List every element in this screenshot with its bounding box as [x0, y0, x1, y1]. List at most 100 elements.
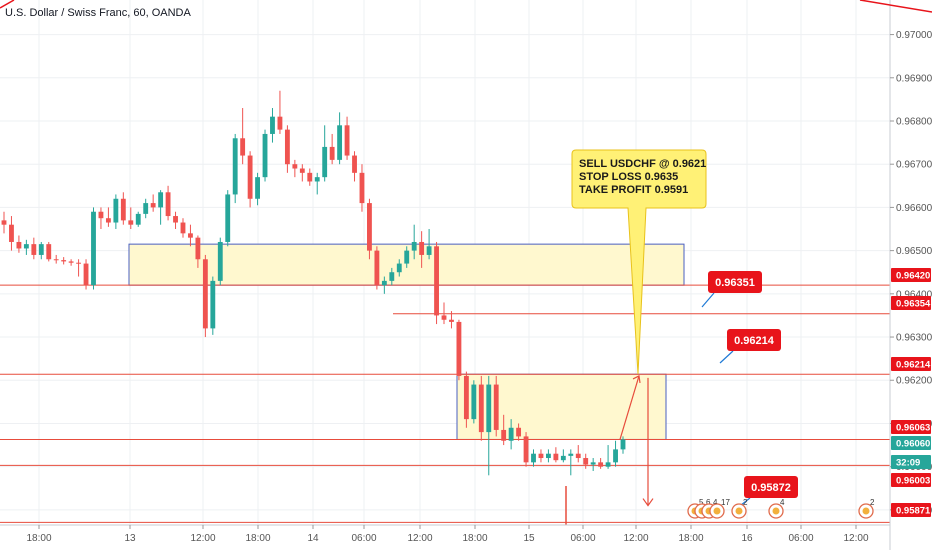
candle-body [247, 155, 253, 199]
candle-body [322, 146, 328, 178]
candle-body [23, 244, 29, 249]
y-tick-label: 0.96600 [896, 203, 932, 214]
candle-body [225, 194, 231, 242]
axis-price-label: 0.96214 [896, 360, 931, 371]
supply-demand-zone [456, 373, 667, 440]
candle-body [173, 216, 178, 223]
candle-body [583, 458, 589, 465]
y-tick-label: 0.96300 [896, 333, 932, 344]
event-count: 5 [699, 498, 704, 507]
axis-price-label-bg [891, 420, 931, 434]
event-markers: 5 6 4 17 2 4 2 [687, 498, 875, 519]
candle-body [568, 453, 574, 456]
candle-body [426, 246, 432, 255]
candle-body [307, 172, 313, 182]
axis-price-label: 0.96420 [896, 271, 930, 282]
candle-body [299, 168, 305, 173]
candle-body [531, 453, 536, 463]
candle-body [16, 241, 22, 249]
y-tick-label: 0.97000 [896, 30, 932, 41]
entry-arrow [619, 375, 640, 440]
candle-body [314, 177, 320, 182]
candle-body [501, 429, 507, 441]
event-count: 2 [870, 498, 875, 507]
candle-body [128, 220, 134, 225]
y-tick-label: 0.96400 [896, 289, 932, 300]
x-tick-label: 15 [523, 533, 535, 544]
candle-body [553, 453, 559, 461]
axis-price-label: 0.96060 [896, 439, 930, 450]
candle-body [150, 203, 156, 208]
candle-body [486, 384, 492, 433]
candle-body [396, 263, 402, 273]
axis-price-label-bg [891, 268, 931, 282]
axis-price-label-bg [891, 436, 931, 450]
candle-body [359, 172, 365, 204]
candle-body [329, 146, 335, 160]
candle-body [277, 116, 283, 130]
candle-body [575, 453, 581, 459]
target-arrowhead [642, 498, 654, 507]
axis-price-label: 0.96063 [896, 423, 930, 434]
axis-price-label: 0.95871 [896, 506, 931, 517]
candle-body [449, 319, 454, 322]
candle-body [46, 244, 52, 260]
candle-body [270, 116, 275, 134]
candle-body [367, 203, 372, 251]
axis-price-label: 0.96354 [896, 299, 931, 310]
axis-price-label-bg [891, 296, 931, 310]
y-axis: 0.97000 0.96900 0.96800 0.96700 0.96600 0.965… [890, 30, 932, 517]
candle-body [404, 250, 410, 264]
drawing-line [859, 0, 932, 13]
candle-body [605, 462, 611, 467]
chart-title: U.S. Dollar / Swiss Franc, 60, OANDA [5, 7, 191, 19]
candle-body [9, 224, 14, 242]
x-tick-label: 06:00 [351, 533, 376, 544]
candle-body [292, 164, 298, 169]
event-count: 17 [721, 498, 730, 507]
event-count: 4 [713, 498, 718, 507]
x-tick-label: 12:00 [407, 533, 432, 544]
candle-body [493, 384, 499, 430]
x-tick-label: 18:00 [245, 533, 270, 544]
candles [1, 90, 626, 476]
candle-body [217, 241, 223, 281]
price-callouts: 0.96351 0.96214 0.95872 [701, 271, 798, 510]
candle-body [352, 155, 357, 173]
candle-body [61, 260, 67, 262]
y-tick-label: 0.96200 [896, 376, 932, 387]
zones [128, 243, 685, 440]
candle-body [434, 246, 439, 316]
candle-body [411, 241, 417, 251]
x-tick-label: 12:00 [843, 533, 868, 544]
candle-body [202, 259, 208, 329]
callout-label-bg [708, 271, 762, 293]
callout-label-bg [727, 329, 781, 351]
callout-label-bg [744, 476, 798, 498]
candle-body [113, 198, 119, 223]
candle-body [188, 233, 193, 238]
candle-body [165, 192, 171, 217]
candle-body [337, 125, 343, 160]
candle-body [456, 321, 462, 376]
callout-pointer [719, 350, 734, 364]
candle-body [195, 237, 201, 260]
axis-price-label-bg [891, 455, 931, 469]
x-tick-label: 12:00 [623, 533, 648, 544]
axis-price-label-bg [891, 357, 931, 371]
trade-arrows [565, 375, 654, 525]
candle-body [158, 192, 164, 208]
candle-body [232, 138, 238, 195]
y-tick-label: 0.96700 [896, 160, 932, 171]
trade-note-line: STOP LOSS 0.9635 [579, 171, 678, 183]
candle-body [255, 177, 260, 199]
candle-body [538, 453, 544, 459]
candle-body [91, 211, 96, 286]
entry-arrowhead [632, 375, 641, 384]
x-tick-label: 12:00 [190, 533, 215, 544]
candle-body [105, 218, 111, 223]
x-tick-label: 16 [741, 533, 753, 544]
candle-body [523, 436, 529, 463]
